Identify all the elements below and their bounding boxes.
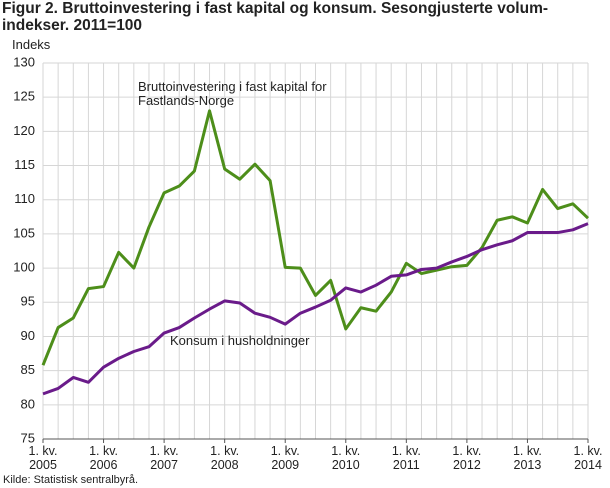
y-tick-label: 110 — [14, 191, 35, 206]
x-tick-label: 1. kv. 2006 — [89, 444, 119, 472]
y-tick-label: 80 — [21, 396, 35, 411]
chart-title: Figur 2. Bruttoinvestering i fast kapita… — [2, 0, 549, 34]
x-tick-label: 1. kv. 2014 — [573, 444, 603, 472]
y-tick-label: 130 — [13, 54, 35, 69]
y-tick-label: 120 — [13, 123, 35, 138]
x-tick-label: 1. kv. 2013 — [512, 444, 542, 472]
x-tick-label: 1. kv. 2012 — [452, 444, 482, 472]
x-tick-label: 1. kv. 2009 — [270, 444, 300, 472]
y-axis-label: Indeks — [12, 37, 51, 52]
series-label: Bruttoinvestering i fast kapital for Fas… — [138, 79, 327, 108]
x-tick-label: 1. kv. 2008 — [210, 444, 240, 472]
y-tick-label: 100 — [13, 260, 35, 275]
y-tick-label: 105 — [13, 225, 35, 240]
source: Kilde: Statistisk sentralbyrå. — [3, 474, 139, 486]
x-tick-label: 1. kv. 2007 — [149, 444, 179, 472]
y-tick-label: 95 — [21, 294, 35, 309]
x-tick-label: 1. kv. 2005 — [28, 444, 58, 472]
series-label: Konsum i husholdninger — [170, 333, 310, 348]
series-line — [41, 109, 590, 366]
x-tick-label: 1. kv. 2011 — [391, 444, 421, 472]
y-tick-label: 75 — [21, 430, 35, 445]
y-tick-label: 90 — [21, 328, 35, 343]
y-tick-label: 85 — [21, 362, 35, 377]
series-line — [42, 222, 589, 396]
x-tick-label: 1. kv. 2010 — [331, 444, 361, 472]
y-tick-label: 125 — [13, 89, 35, 104]
y-tick-label: 115 — [14, 157, 35, 172]
